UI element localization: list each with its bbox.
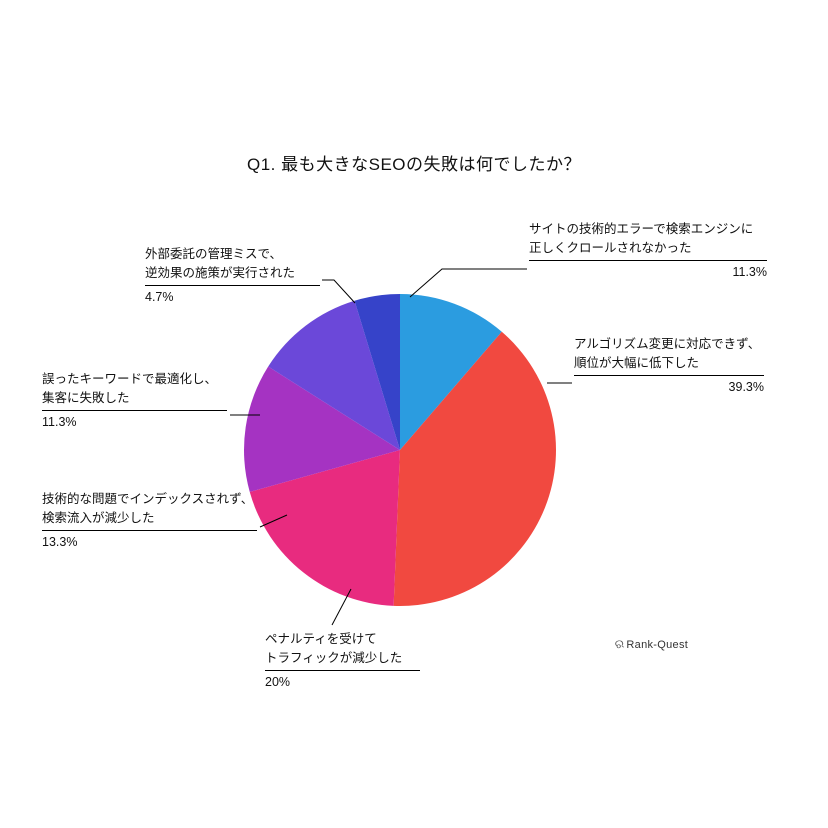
slice-label-line1: アルゴリズム変更に対応できず、 [574,335,764,354]
page: Q1. 最も大きなSEOの失敗は何でしたか？ サイトの技術的エラーで検索エンジン… [0,0,828,828]
slice-label-line1: 外部委託の管理ミスで、 [145,245,320,264]
slice-label-5: 外部委託の管理ミスで、逆効果の施策が実行された 4.7% [145,245,320,306]
leader-line-5 [322,280,355,303]
slice-label-pct: 11.3% [42,410,227,432]
slice-label-line2: トラフィックが減少した [265,649,420,668]
slice-label-line1: 技術的な問題でインデックスされず、 [42,490,257,509]
slice-label-2: ペナルティを受けてトラフィックが減少した 20% [265,630,420,691]
brand-mark: ରRank-Quest [615,637,688,652]
slice-label-line1: 誤ったキーワードで最適化し、 [42,370,227,389]
slice-label-pct: 4.7% [145,285,320,307]
leader-line-0 [410,269,527,297]
slice-label-pct: 20% [265,670,420,692]
slice-label-line2: 順位が大幅に低下した [574,354,764,373]
slice-label-line1: ペナルティを受けて [265,630,420,649]
slice-label-line2: 逆効果の施策が実行された [145,264,320,283]
slice-label-line1: サイトの技術的エラーで検索エンジンに [529,220,767,239]
slice-label-3: 技術的な問題でインデックスされず、検索流入が減少した 13.3% [42,490,257,551]
slice-label-line2: 集客に失敗した [42,389,227,408]
slice-label-pct: 39.3% [574,375,764,397]
slice-label-line2: 正しくクロールされなかった [529,239,767,258]
slice-label-0: サイトの技術的エラーで検索エンジンに正しくクロールされなかった 11.3% [529,220,767,281]
slice-label-1: アルゴリズム変更に対応できず、順位が大幅に低下した 39.3% [574,335,764,396]
brand-icon: ର [614,636,626,652]
slice-label-pct: 13.3% [42,530,257,552]
brand-text: Rank-Quest [626,639,688,651]
slice-label-4: 誤ったキーワードで最適化し、集客に失敗した 11.3% [42,370,227,431]
slice-label-pct: 11.3% [529,260,767,282]
slice-label-line2: 検索流入が減少した [42,509,257,528]
